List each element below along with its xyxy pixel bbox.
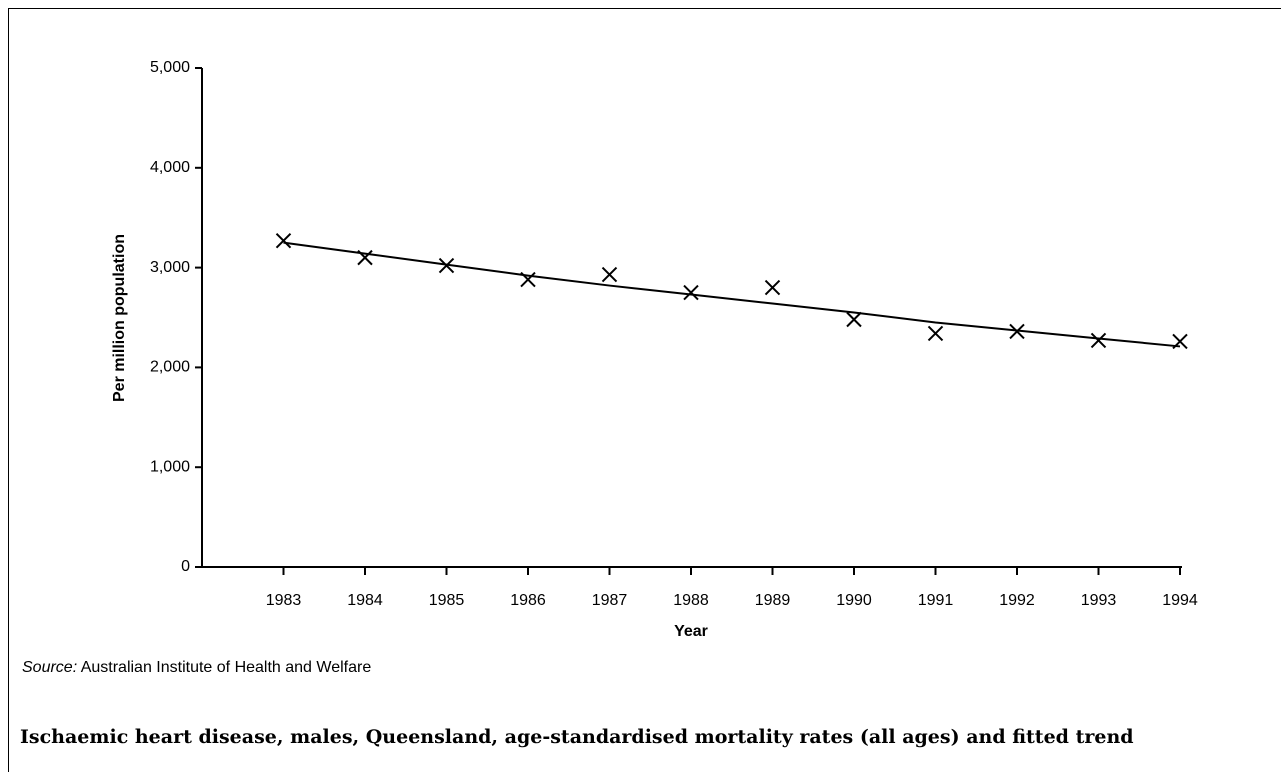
x-tick-label: 1991 bbox=[918, 592, 954, 609]
x-tick-label: 1990 bbox=[836, 592, 872, 609]
data-point bbox=[601, 266, 618, 283]
data-point bbox=[764, 279, 781, 296]
x-tick-label: 1992 bbox=[999, 592, 1035, 609]
x-tick-label: 1988 bbox=[673, 592, 709, 609]
x-tick-label: 1993 bbox=[1081, 592, 1117, 609]
data-point bbox=[683, 284, 699, 301]
x-tick-label: 1987 bbox=[592, 592, 628, 609]
data-point bbox=[927, 325, 944, 342]
x-tick-label: 1994 bbox=[1162, 592, 1198, 609]
y-tick-label: 2,000 bbox=[150, 359, 190, 376]
y-tick-label: 0 bbox=[181, 558, 190, 575]
x-tick-label: 1989 bbox=[755, 592, 791, 609]
y-axis-label: Per million population bbox=[111, 234, 128, 402]
source-text: Australian Institute of Health and Welfa… bbox=[81, 659, 372, 676]
x-tick-label: 1983 bbox=[266, 592, 302, 609]
data-point bbox=[1090, 332, 1107, 349]
data-point bbox=[275, 232, 292, 249]
y-tick-label: 1,000 bbox=[150, 458, 190, 475]
y-tick-label: 4,000 bbox=[150, 159, 190, 176]
source-note: Source: Australian Institute of Health a… bbox=[22, 659, 371, 676]
x-tick-label: 1984 bbox=[347, 592, 383, 609]
x-tick-label: 1986 bbox=[510, 592, 546, 609]
source-label: Source: bbox=[22, 659, 77, 676]
y-tick-label: 3,000 bbox=[150, 259, 190, 276]
x-axis-label: Year bbox=[674, 623, 708, 640]
x-tick-label: 1985 bbox=[429, 592, 465, 609]
y-tick-label: 5,000 bbox=[150, 59, 190, 76]
data-point bbox=[846, 311, 862, 328]
caption: Ischaemic heart disease, males, Queensla… bbox=[20, 726, 1134, 748]
trend-line bbox=[283, 241, 1181, 348]
